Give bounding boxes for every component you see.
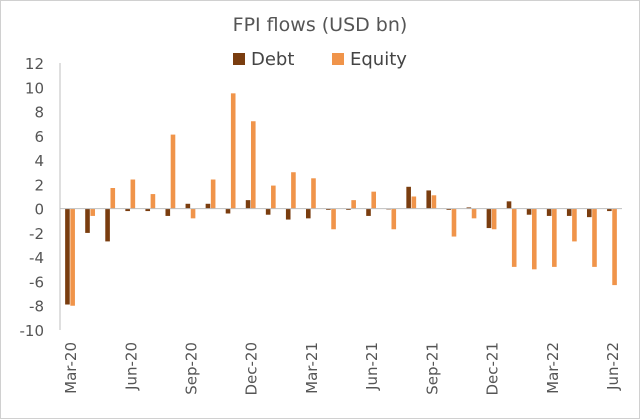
bar-equity [552,208,557,267]
bar-debt [566,208,572,216]
x-tick-label: Jun-22 [604,342,622,391]
bar-debt [125,208,130,212]
bar-equity [531,208,537,270]
bar-equity [250,121,256,209]
bar-debt [406,186,411,209]
bar-equity [572,208,577,242]
y-tick-label: -10 [20,322,45,340]
y-tick-label: 8 [34,104,44,122]
bar-debt [245,200,251,209]
legend-item-equity: Equity [332,48,407,70]
x-tick-label: Sep-20 [182,342,200,395]
bar-equity [592,208,597,267]
y-tick-label: 4 [34,152,44,170]
legend-label-equity: Equity [350,48,407,70]
legend-item-debt: Debt [233,48,294,70]
bar-equity [210,179,216,209]
y-tick-label: -8 [29,298,44,316]
bar-equity [150,194,156,209]
x-tick-label: Mar-22 [544,342,562,394]
bar-debt [205,203,211,209]
bar-equity [371,191,377,209]
bar-debt [586,208,592,218]
y-tick-label: -2 [29,225,44,243]
y-tick-label: 0 [34,201,44,219]
bar-equity [471,208,477,219]
bar-debt [326,208,331,210]
bar-equity [130,179,136,209]
bar-debt [65,208,70,305]
legend-label-debt: Debt [251,48,295,70]
bar-debt [346,208,351,210]
bar-debt [546,208,552,216]
bar-debt [305,208,311,219]
bar-debt [446,208,452,210]
bar-debt [466,207,472,209]
bar-equity [351,200,356,209]
bar-equity [110,188,116,209]
bar-equity [491,208,497,230]
y-tick-label: -4 [29,249,44,267]
bar-equity [391,208,397,230]
x-tick-label: Jun-20 [122,342,140,391]
bar-debt [607,208,612,212]
bar-equity [170,134,176,209]
bar-debt [85,208,90,233]
bar-equity [90,208,96,216]
chart-title: FPI flows (USD bn) [232,14,408,36]
bar-debt [225,208,231,214]
y-tick-label: -6 [29,273,44,291]
bar-debt [265,208,271,215]
bar-debt [506,201,512,209]
bar-debt [526,208,532,215]
bar-equity [70,208,75,306]
bar-debt [285,208,291,220]
bar-equity [230,93,236,209]
x-tick-label: Jun-21 [363,342,381,391]
x-tick-label: Mar-20 [62,342,80,394]
bar-equity [431,195,437,209]
bar-debt [165,208,171,216]
y-tick-label: 6 [34,128,44,146]
y-tick-label: 10 [25,79,44,97]
y-tick-label: 2 [34,176,44,194]
bar-equity [451,208,457,237]
x-tick-label: Mar-21 [303,342,321,394]
bar-equity [271,185,276,209]
bar-equity [331,208,336,230]
bar-equity [411,196,417,209]
x-tick-label: Dec-20 [243,342,261,396]
bar-equity [291,172,296,209]
bar-debt [366,208,371,216]
bar-equity [511,208,517,267]
bar-debt [185,203,191,209]
bar-debt [486,208,492,229]
bar-debt [145,208,151,212]
bar-equity [190,208,196,219]
x-tick-label: Sep-21 [423,342,441,395]
legend-swatch-debt [233,53,245,65]
bar-equity [612,208,617,286]
bar-equity [311,178,316,209]
bar-debt [105,208,110,242]
y-tick-label: 12 [25,55,44,73]
legend-swatch-equity [332,53,344,65]
x-tick-label: Dec-21 [484,342,502,396]
bar-debt [426,190,432,209]
